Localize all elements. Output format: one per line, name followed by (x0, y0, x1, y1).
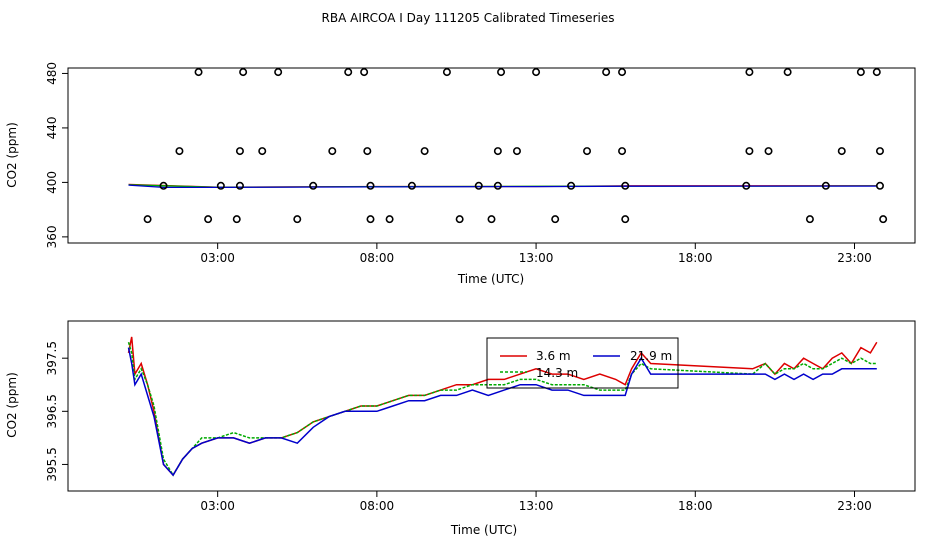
y-tick-label: 395.5 (45, 447, 59, 481)
bottom-x-axis-label: Time (UTC) (450, 523, 517, 537)
calibration-point (216, 181, 225, 190)
calibration-point (442, 68, 451, 77)
calibration-point (344, 68, 353, 77)
bottom-y-axis-label: CO2 (ppm) (5, 372, 19, 438)
x-tick-label: 23:00 (837, 251, 872, 265)
bottom-series-lines (127, 336, 878, 477)
top-series-lines (128, 183, 877, 189)
series-line-3-6-m (127, 336, 878, 477)
series-line-21-9-m (127, 347, 877, 477)
chart-title: RBA AIRCOA I Day 111205 Calibrated Times… (322, 11, 615, 25)
y-tick-label: 360 (45, 225, 59, 248)
calibration-point (407, 181, 416, 190)
top-plot-frame (67, 67, 916, 244)
x-tick-label: 08:00 (360, 251, 395, 265)
top-x-axis-label: Time (UTC) (457, 272, 524, 286)
calibration-point (258, 147, 267, 156)
calibration-point (583, 147, 592, 156)
calibration-point (363, 147, 372, 156)
calibration-point (618, 68, 627, 77)
calibration-point (159, 181, 168, 190)
y-tick-label: 440 (45, 116, 59, 139)
calibration-point (455, 215, 464, 224)
calibration-point (837, 147, 846, 156)
calibration-point (745, 147, 754, 156)
calibration-point (204, 215, 213, 224)
calibration-point (621, 215, 630, 224)
y-tick-label: 400 (45, 171, 59, 194)
calibration-point (360, 68, 369, 77)
series-line-21-9-m (128, 184, 877, 189)
calibration-point (309, 181, 318, 190)
x-tick-label: 13:00 (519, 499, 554, 513)
calibration-point (235, 147, 244, 156)
calibration-point (602, 68, 611, 77)
calibration-point (856, 68, 865, 77)
calibration-point (235, 181, 244, 190)
x-tick-label: 08:00 (360, 499, 395, 513)
y-tick-label: 397.5 (45, 341, 59, 375)
calibration-point (497, 68, 506, 77)
calibration-point (872, 68, 881, 77)
x-tick-label: 03:00 (200, 499, 235, 513)
calibration-point (143, 215, 152, 224)
bottom-y-axis: 395.5 396.5 397.5 (45, 341, 68, 482)
calibration-point (474, 181, 483, 190)
calibration-point (366, 215, 375, 224)
calibration-point (194, 68, 203, 77)
calibration-point (328, 147, 337, 156)
bottom-panel: 03:00 08:00 13:00 18:00 23:00 395.5 396.5 397.… (5, 320, 916, 537)
legend-label-3-6m: 3.6 m (536, 349, 571, 363)
y-tick-label: 480 (45, 62, 59, 85)
y-tick-label: 396.5 (45, 394, 59, 428)
legend-box (486, 337, 679, 389)
calibration-point (567, 181, 576, 190)
x-tick-label: 23:00 (837, 499, 872, 513)
calibration-point (805, 215, 814, 224)
calibration-point (618, 147, 627, 156)
top-y-axis: 360 400 440 480 (45, 62, 68, 248)
calibration-point (783, 68, 792, 77)
calibration-point (745, 68, 754, 77)
series-line-14-3-m (127, 341, 877, 477)
calibration-point (293, 215, 302, 224)
calibration-point (232, 215, 241, 224)
calibration-point (875, 147, 884, 156)
calibration-point (879, 215, 888, 224)
calibration-point (512, 147, 521, 156)
calibration-point (239, 68, 248, 77)
top-x-axis: 03:00 08:00 13:00 18:00 23:00 (200, 243, 872, 265)
x-tick-label: 18:00 (678, 251, 713, 265)
calibration-point (875, 181, 884, 190)
calibration-point (175, 147, 184, 156)
calibration-point (274, 68, 283, 77)
calibration-point (821, 181, 830, 190)
calibration-point (551, 215, 560, 224)
calibration-point (385, 215, 394, 224)
legend: 3.6 m 21.9 m 14.3 m (486, 337, 679, 389)
calibration-point (493, 181, 502, 190)
bottom-plot-frame (67, 320, 916, 492)
top-y-axis-label: CO2 (ppm) (5, 122, 19, 188)
calibration-point (420, 147, 429, 156)
calibration-point (764, 147, 773, 156)
calibration-point (621, 181, 630, 190)
x-tick-label: 03:00 (200, 251, 235, 265)
calibration-point (366, 181, 375, 190)
calibration-point (532, 68, 541, 77)
bottom-x-axis: 03:00 08:00 13:00 18:00 23:00 (200, 491, 872, 513)
top-calibration-points (143, 68, 888, 224)
calibration-point (742, 181, 751, 190)
legend-label-14-3m: 14.3 m (536, 366, 578, 380)
x-tick-label: 13:00 (519, 251, 554, 265)
legend-label-21-9m: 21.9 m (630, 349, 672, 363)
top-panel: 03:00 08:00 13:00 18:00 23:00 360 400 440 480 T… (5, 62, 916, 286)
calibration-point (493, 147, 502, 156)
calibration-point (487, 215, 496, 224)
x-tick-label: 18:00 (678, 499, 713, 513)
